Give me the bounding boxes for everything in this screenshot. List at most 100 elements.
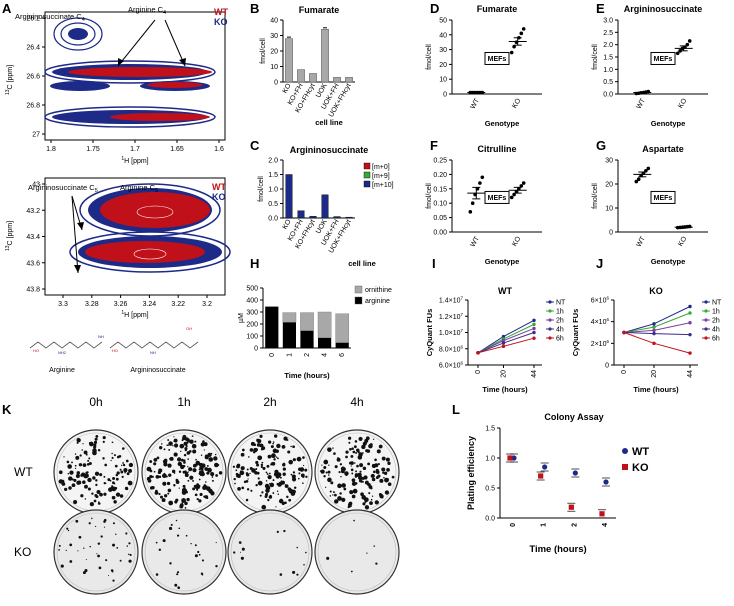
panel-k-colony bbox=[374, 500, 379, 505]
panel-h-xtick-label: 4 bbox=[322, 353, 329, 357]
panel-d-point bbox=[512, 44, 516, 49]
panel-g: G Aspartate 0 10 20 30 WT KO MEFs fmol/cell Genoty… bbox=[592, 138, 708, 266]
panel-k-colony bbox=[67, 529, 70, 532]
panel-k-colony bbox=[94, 471, 100, 476]
panel-j-ytick-label: 2×106 bbox=[591, 339, 610, 348]
panel-c-ytick-label: 1.5 bbox=[268, 172, 278, 179]
panel-j-point bbox=[652, 328, 656, 333]
nmr-bottom-plot: Argininosuccinate C5 Arginine C5 WT KO 4… bbox=[5, 177, 231, 319]
panel-e-xtick-label: KO bbox=[677, 97, 688, 110]
panel-k-colony bbox=[279, 573, 283, 576]
panel-k-colony bbox=[146, 469, 148, 471]
panel-f-mefs-box bbox=[484, 190, 510, 204]
panel-k-colony bbox=[379, 478, 384, 483]
panel-k-colony bbox=[214, 453, 217, 456]
nmr-top-arrow-1 bbox=[117, 19, 156, 67]
nmr-bottom-legend-ko: KO bbox=[212, 192, 226, 202]
panel-k-colony bbox=[370, 498, 373, 501]
panel-k-colony bbox=[362, 466, 367, 471]
panel-k-colony bbox=[344, 471, 349, 476]
panel-h-ytick-label: 300 bbox=[246, 310, 258, 317]
panel-i-legend-marker bbox=[548, 300, 552, 304]
panel-k-colony bbox=[328, 474, 330, 476]
panel-k-colony bbox=[160, 495, 164, 499]
panel-k-colony bbox=[265, 488, 270, 493]
panel-k-colony bbox=[381, 467, 386, 472]
panel-j-legend-label: 4h bbox=[712, 327, 720, 334]
panel-c-bar bbox=[345, 216, 353, 219]
panel-k-colony bbox=[168, 441, 173, 446]
panel-k-colony bbox=[323, 475, 326, 478]
panel-d-ytick-label: 10 bbox=[439, 77, 447, 84]
panel-f-point bbox=[519, 184, 524, 188]
panel-d-mefs-label: MEFs bbox=[488, 56, 507, 63]
panel-k-colony bbox=[340, 469, 345, 474]
panel-k-colony bbox=[281, 444, 286, 449]
panel-k-plate bbox=[141, 509, 227, 595]
panel-k-colony bbox=[372, 464, 376, 469]
panel-k-colony bbox=[349, 490, 354, 495]
panel-k-colony bbox=[161, 498, 166, 503]
panel-k-colony bbox=[189, 439, 194, 444]
panel-i-xtick-label: 20 bbox=[500, 370, 507, 378]
panel-k-colony bbox=[282, 463, 286, 467]
panel-k-colony bbox=[107, 478, 111, 482]
panel-h-legend-swatch bbox=[354, 296, 363, 305]
panel-k-colony bbox=[126, 545, 128, 547]
panel-d-xtick-label: WT bbox=[470, 97, 482, 111]
panel-k-colony bbox=[269, 482, 275, 488]
panel-k-colony bbox=[120, 470, 124, 474]
panel-k-colony bbox=[348, 504, 352, 508]
panel-k-colony bbox=[358, 436, 363, 441]
nmr-xtick-label: 3.3 bbox=[58, 301, 68, 308]
panel-k-colony bbox=[167, 492, 170, 495]
panel-l-title: Colony Assay bbox=[544, 412, 603, 422]
panel-g-xtick-label: KO bbox=[677, 235, 688, 248]
panel-j-series-line bbox=[623, 306, 691, 333]
panel-k-colony bbox=[347, 436, 352, 440]
panel-k-colony bbox=[193, 463, 197, 468]
panel-j-legend-label: 2h bbox=[712, 318, 720, 325]
panel-k-colony bbox=[323, 466, 327, 470]
panel-k-colony bbox=[235, 472, 239, 476]
panel-k-colony bbox=[88, 457, 91, 460]
panel-i-ytick-label: 6.0×106 bbox=[439, 361, 464, 370]
panel-k-colony bbox=[237, 486, 241, 491]
panel-c-xtick-label: KO bbox=[282, 218, 293, 231]
panel-g-point bbox=[646, 166, 651, 171]
panel-k-colony bbox=[167, 463, 172, 468]
panel-j-ytick-label: 6×106 bbox=[591, 296, 610, 305]
panel-k-colony bbox=[370, 486, 373, 490]
panel-k-colony bbox=[351, 478, 356, 483]
panel-k-colony bbox=[182, 434, 187, 439]
panel-i-legend-marker bbox=[548, 318, 552, 322]
panel-k-colony bbox=[333, 452, 336, 455]
panel-f-point bbox=[468, 210, 473, 214]
panel-k-colony bbox=[155, 475, 160, 479]
panel-k-colony bbox=[169, 562, 172, 565]
panel-k-colony bbox=[274, 434, 278, 438]
panel-j-point bbox=[652, 331, 656, 336]
panel-k-colony bbox=[102, 457, 105, 460]
panel-j-point bbox=[688, 351, 692, 355]
panel-c-legend-label: [m+0] bbox=[372, 164, 390, 171]
panel-h-ytick-label: 100 bbox=[246, 334, 258, 341]
panel-k-colony bbox=[153, 470, 156, 473]
panel-j-legend-marker bbox=[704, 309, 708, 313]
panel-e-xtick-label: WT bbox=[636, 97, 648, 111]
panel-k-colony bbox=[179, 443, 185, 449]
panel-k-colony bbox=[97, 449, 101, 452]
panel-k-colony bbox=[60, 564, 64, 568]
panel-k-colony bbox=[293, 486, 297, 489]
panel-k-colony bbox=[76, 437, 81, 443]
panel-k-colony bbox=[350, 570, 353, 573]
panel-k-colony bbox=[184, 501, 188, 506]
panel-c-bar bbox=[309, 216, 317, 219]
panel-k-colony bbox=[127, 480, 133, 486]
panel-k-colony bbox=[113, 454, 116, 457]
panel-k-colony bbox=[174, 443, 179, 448]
panel-k-colony bbox=[191, 443, 197, 449]
panel-i-point bbox=[501, 341, 506, 345]
panel-k-colony bbox=[351, 494, 356, 499]
panel-k-colony bbox=[125, 459, 129, 463]
